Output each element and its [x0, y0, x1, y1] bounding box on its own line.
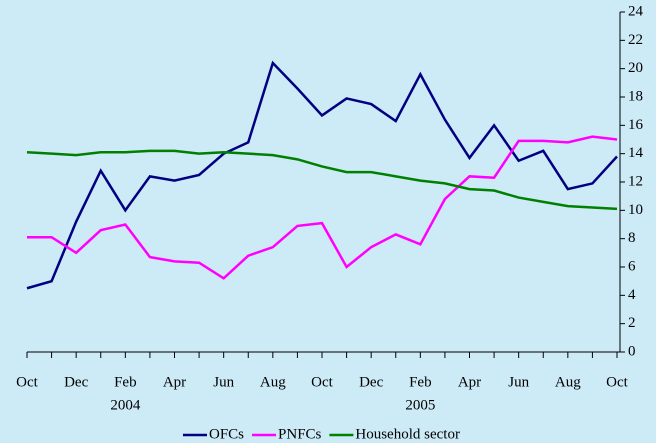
x-tick-label: Oct — [606, 374, 628, 390]
x-tick-label: Apr — [163, 374, 186, 390]
series-line — [27, 135, 618, 280]
y-tick-label: 0 — [628, 343, 636, 359]
year-label: 2005 — [405, 397, 435, 413]
legend-label: OFCs — [209, 426, 244, 442]
y-tick-label: 14 — [628, 145, 644, 161]
y-tick-label: 12 — [628, 173, 643, 189]
y-tick-label: 10 — [628, 202, 643, 218]
x-tick-label: Oct — [16, 374, 38, 390]
x-tick-label: Jun — [508, 374, 529, 390]
y-tick-label: 16 — [628, 117, 644, 133]
series-line — [26, 60, 618, 290]
x-tick-label: Aug — [555, 374, 581, 390]
y-tick-label: 6 — [628, 258, 636, 274]
x-tick-label: Feb — [114, 374, 137, 390]
year-label: 2004 — [110, 397, 141, 413]
series-line — [26, 149, 618, 211]
y-tick-label: 2 — [628, 315, 636, 331]
x-tick-label: Dec — [64, 374, 88, 390]
x-tick-label: Oct — [311, 374, 333, 390]
y-tick-label: 8 — [628, 230, 636, 246]
y-tick-label: 24 — [628, 3, 644, 19]
x-tick-label: Jun — [213, 374, 234, 390]
y-tick-label: 20 — [628, 60, 643, 76]
y-tick-label: 22 — [628, 32, 643, 48]
x-tick-label: Apr — [458, 374, 481, 390]
x-tick-label: Dec — [359, 374, 383, 390]
x-tick-label: Feb — [409, 374, 432, 390]
legend-label: Household sector — [355, 426, 460, 442]
legend-label: PNFCs — [278, 426, 322, 442]
x-tick-label: Aug — [260, 374, 286, 390]
y-tick-label: 18 — [628, 88, 643, 104]
y-tick-label: 4 — [628, 287, 636, 303]
